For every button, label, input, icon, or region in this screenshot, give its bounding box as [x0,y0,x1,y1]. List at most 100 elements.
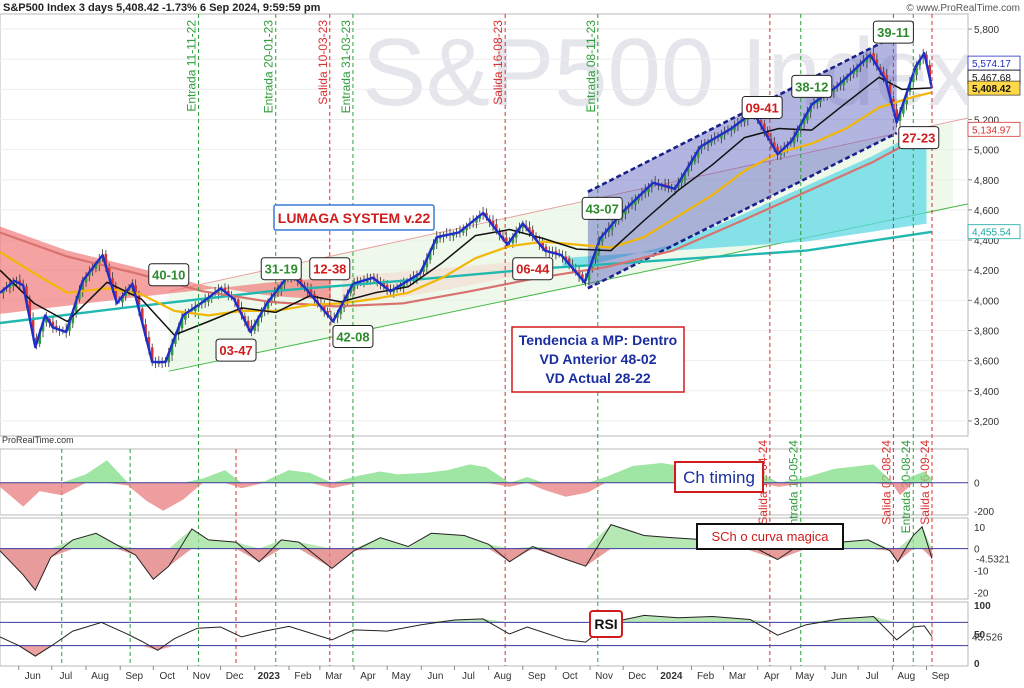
x-tick-label: Aug [897,671,915,682]
sch-text: SCh o curva magica [711,529,829,544]
candle-body [180,318,184,329]
candle-body [465,226,468,231]
candle-body [908,83,912,92]
x-tick-label: Nov [193,671,211,682]
candle-body [51,321,55,328]
score-box-text: 38-12 [795,79,828,94]
candle-body [428,251,432,260]
candle-body [928,64,932,79]
candle-body [144,324,147,337]
candle-body [461,228,465,233]
rsi-tick-label: 0 [974,659,980,670]
candle-body [183,313,187,320]
candle-body [634,199,637,205]
score-box: 38-12 [791,74,833,98]
candle-body [587,269,591,281]
candle-body [485,212,488,218]
candle-body [885,74,889,85]
candle-body [342,300,346,309]
osc1-tick-label: -200 [974,507,994,518]
price-value-label-bg [967,224,1021,240]
score-box-text: 03-47 [219,343,252,358]
candle-body [696,150,700,158]
candle-body [514,232,518,238]
candle-body [624,209,627,215]
candle-body [541,242,544,248]
x-tick-label: Jul [866,671,879,682]
price-tick-label: 3,400 [974,387,999,398]
score-box-frame [581,196,623,220]
candle-body [594,251,597,260]
system-name-box: LUMAGA SYSTEM v.22 [273,204,435,231]
candle-body [54,325,58,329]
price-value-label-text: 5,408.42 [972,84,1011,95]
score-box: 43-07 [581,196,623,220]
candle-body [104,253,108,267]
sch-label-box: SCh o curva magica [696,523,844,550]
candle-body [882,71,885,77]
candle-body [710,140,713,144]
price-value-label: 5,134.97 [967,121,1021,137]
candle-body [610,224,614,230]
price-tick-label: 4,000 [974,296,999,307]
x-tick-label: Jul [462,671,475,682]
long-channel-fill [168,122,953,372]
price-tick-label: 3,800 [974,327,999,338]
candle-body [892,98,895,110]
candle-body [495,224,498,231]
osc1-tick-label: 0 [974,479,980,490]
x-tick-label: Jun [427,671,443,682]
brand-label: © www.ProRealTime.com [906,3,1020,14]
osc2-tick-label: 10 [974,523,986,534]
trend-info-line: VD Anterior 48-02 [540,351,657,367]
price-tick-label: 4,600 [974,206,999,217]
candle-body [528,227,531,232]
candle-body [819,98,822,103]
price-value-label-text: 5,574.17 [972,59,1011,70]
candle-body [544,246,548,251]
x-tick-label: Oct [160,671,176,682]
candle-body [872,53,875,61]
candle-body [700,145,703,150]
price-pane [0,28,968,422]
price-tick-label: 5,800 [974,25,999,36]
rsi-label-box: RSI [589,610,623,638]
candle-body [577,271,581,276]
price-value-label: 5,574.17 [967,55,1021,71]
chart-title: S&P500 Index 3 days 5,408.42 -1.73% 6 Se… [3,2,321,14]
candle-body [121,296,124,303]
watermark: S&P500 Index [362,19,976,126]
candle-body [339,306,343,315]
candle-body [299,279,303,284]
candle-body [422,265,425,272]
candle-body [41,322,45,332]
candle-body [266,301,270,309]
candle-body [253,324,257,331]
candle-body [137,295,141,310]
candle-body [478,215,482,219]
candle-body [902,102,905,114]
score-box-text: 43-07 [586,201,619,216]
candle-body [256,318,260,326]
candle-body [227,290,230,295]
trend-info-line: Tendencia a MP: Dentro [519,332,677,348]
candle-body [193,307,197,312]
x-tick-label: Oct [562,671,578,682]
candle-body [25,286,28,303]
candle-body [647,187,650,193]
candle-body [45,317,48,323]
score-box: 39-11 [872,20,914,44]
candle-body [680,177,683,183]
x-tick-label: Sep [932,671,950,682]
candle-body [402,283,405,288]
score-box-frame [260,257,302,281]
candle-body [84,276,88,283]
candle-body [147,337,151,350]
osc2-tick-label: 0 [974,545,980,556]
x-tick-label: Mar [729,671,747,682]
candle-body [177,327,180,335]
candle-body [806,112,809,121]
candle-body [802,118,806,125]
candle-body [68,321,71,332]
price-tick-label: 5,200 [974,116,999,127]
